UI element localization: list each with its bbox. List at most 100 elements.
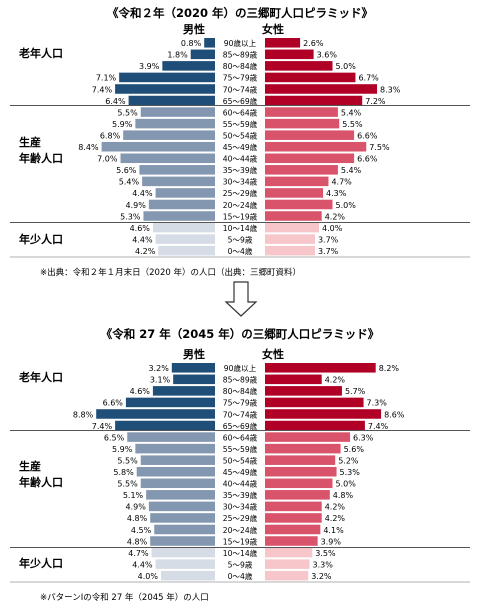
male-value-label: 4.7%: [128, 549, 149, 558]
female-value-label: 5.4%: [341, 108, 362, 117]
female-bar: [265, 211, 322, 221]
age-label: 55～59歳: [223, 444, 258, 454]
age-label: 80～84歳: [223, 386, 258, 396]
male-bar: [135, 118, 215, 129]
male-bar: [146, 490, 215, 500]
age-label: 35～39歳: [223, 165, 258, 175]
male-value-label: 5.9%: [112, 120, 133, 129]
male-value-label: 7.0%: [97, 155, 118, 164]
female-value-label: 8.6%: [384, 410, 405, 419]
male-bar: [204, 38, 215, 48]
female-value-label: 4.0%: [322, 224, 343, 233]
age-label: 25～29歳: [223, 188, 258, 198]
male-value-label: 6.6%: [103, 399, 124, 408]
female-bar: [265, 409, 382, 419]
male-bar: [171, 363, 215, 373]
female-value-label: 5.3%: [340, 468, 361, 477]
age-label: 70～74歳: [223, 84, 258, 94]
female-bar: [265, 176, 329, 187]
female-bar: [265, 524, 321, 535]
group-label-young-2020: 年少人口: [19, 232, 63, 246]
male-value-label: 7.4%: [92, 85, 113, 94]
pyramid-2020: 《令和２年（2020 年）の三郷町人口ピラミッド》 男性 女性 老年人口 生産 …: [10, 6, 470, 278]
female-value-label: 7.2%: [365, 97, 386, 106]
male-bar: [101, 141, 215, 152]
age-label: 45～49歳: [223, 142, 258, 152]
male-value-label: 3.2%: [148, 364, 169, 373]
female-value-label: 5.2%: [338, 456, 359, 465]
age-label: 60～64歳: [223, 107, 258, 117]
male-value-label: 6.5%: [104, 433, 125, 442]
male-value-label: 4.9%: [126, 201, 147, 210]
male-bar: [119, 72, 215, 83]
female-value-label: 3.6%: [317, 51, 338, 60]
female-value-label: 4.7%: [331, 178, 352, 187]
female-bar: [265, 245, 315, 256]
bars-2020: 90歳以上 0.8% 2.6% 85～89歳 1.8% 3.6% 80～84歳 3.9% 5.0…: [10, 38, 470, 258]
female-value-label: 4.2%: [325, 503, 346, 512]
female-bar: [265, 386, 342, 396]
age-label: 60～64歳: [223, 432, 258, 442]
age-label: 20～24歳: [223, 200, 258, 210]
age-label: 40～44歳: [223, 154, 258, 164]
group-label-working-2020-line1: 生産: [19, 135, 41, 149]
female-bar: [265, 49, 314, 60]
male-value-label: 4.4%: [132, 235, 153, 244]
male-value-label: 7.1%: [96, 74, 117, 83]
female-value-label: 3.2%: [311, 572, 332, 581]
age-label: 0～4歳: [228, 246, 253, 256]
group-label-working-2045-line1: 生産: [19, 459, 41, 473]
male-bar: [143, 211, 215, 221]
group-label-young-2045: 年少人口: [19, 556, 63, 570]
female-value-label: 6.6%: [357, 155, 378, 164]
male-bar: [152, 222, 215, 233]
female-value-label: 4.2%: [325, 212, 346, 221]
female-value-label: 5.0%: [336, 201, 357, 210]
age-label: 10～14歳: [223, 548, 258, 558]
age-label: 65～69歳: [223, 96, 258, 106]
age-label: 80～84歳: [223, 61, 258, 71]
male-value-label: 4.4%: [132, 560, 153, 569]
male-bar: [115, 84, 215, 94]
female-bar: [265, 455, 336, 465]
female-value-label: 7.5%: [369, 143, 390, 152]
male-value-label: 8.8%: [73, 410, 94, 419]
female-bar: [265, 38, 301, 48]
female-bar: [265, 153, 355, 164]
female-bar: [265, 570, 309, 581]
male-bar: [115, 420, 215, 431]
female-bar: [265, 107, 338, 117]
female-value-label: 3.7%: [318, 247, 339, 256]
male-value-label: 7.4%: [92, 422, 113, 431]
male-bar: [125, 397, 215, 408]
chart-title-2045: 《令和 27 年（2045 年）の三郷町人口ピラミッド》: [101, 327, 380, 341]
male-value-label: 5.6%: [116, 166, 137, 175]
female-bar: [265, 397, 364, 408]
male-bar: [155, 559, 215, 569]
female-value-label: 5.4%: [341, 166, 362, 175]
male-bar: [128, 95, 215, 106]
female-bar: [265, 420, 365, 431]
male-bar: [150, 536, 215, 546]
female-bar: [265, 130, 355, 140]
male-value-label: 6.4%: [105, 97, 126, 106]
female-value-label: 2.6%: [303, 39, 324, 48]
age-label: 35～39歳: [223, 490, 258, 500]
female-value-label: 6.7%: [358, 74, 379, 83]
age-label: 85～89歳: [223, 50, 258, 60]
female-value-label: 4.8%: [333, 491, 354, 500]
male-bar: [148, 199, 215, 210]
male-value-label: 8.4%: [78, 143, 99, 152]
bars-2045: 90歳以上 3.2% 8.2% 85～89歳 3.1% 4.2% 80～84歳 4.6% 5.7…: [10, 363, 470, 583]
male-value-label: 5.9%: [112, 445, 133, 454]
male-value-label: 3.9%: [139, 62, 160, 71]
age-label: 25～29歳: [223, 513, 258, 523]
age-label: 90歳以上: [224, 38, 257, 48]
male-bar: [123, 130, 215, 140]
female-value-label: 7.4%: [368, 422, 389, 431]
group-label-working-2045-line2: 年齢人口: [19, 475, 63, 489]
female-bar: [265, 95, 363, 106]
female-bar: [265, 432, 351, 442]
male-bar: [173, 374, 215, 385]
male-bar: [127, 432, 215, 442]
